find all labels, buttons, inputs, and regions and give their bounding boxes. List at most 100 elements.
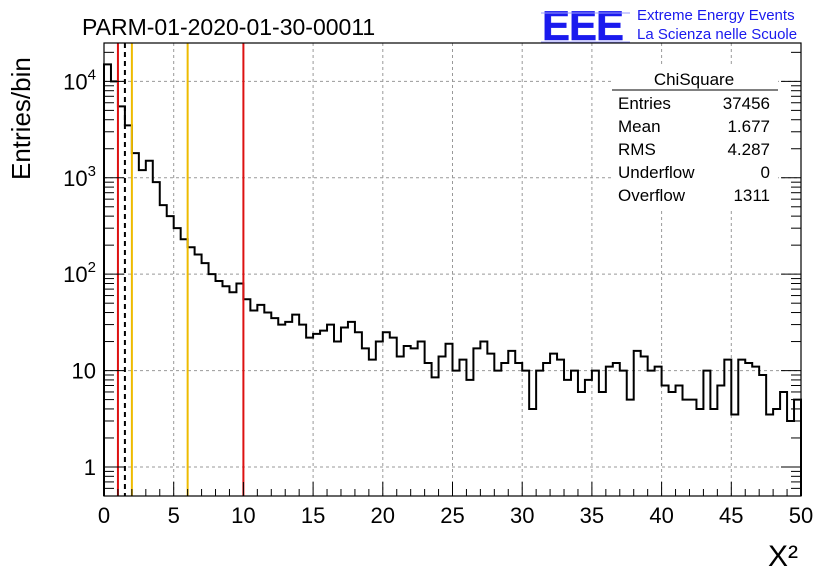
histogram-bin: [425, 363, 432, 496]
stats-row-value: 0: [761, 163, 770, 182]
histogram-bin: [543, 363, 550, 496]
histogram-bin: [717, 386, 724, 496]
histogram-bin: [515, 363, 522, 496]
x-tick-label: 25: [440, 503, 464, 528]
stats-box-title: ChiSquare: [654, 70, 734, 89]
y-tick-label: 10: [72, 359, 96, 384]
histogram-bin: [285, 322, 292, 496]
x-tick-label: 20: [371, 503, 395, 528]
histogram-bin: [766, 415, 773, 496]
stats-row-label: Entries: [618, 94, 671, 113]
histogram-bin: [501, 363, 508, 496]
histogram-bin: [648, 371, 655, 496]
histogram-bin: [383, 332, 390, 496]
y-tick-label: 103: [63, 163, 96, 191]
histogram-bin: [167, 216, 174, 496]
x-axis-title: X²: [768, 540, 798, 572]
histogram-bin: [696, 409, 703, 496]
stats-row-value: 1.677: [727, 117, 770, 136]
histogram-bin: [292, 315, 299, 496]
histogram-bin: [181, 239, 188, 496]
histogram-bin: [348, 322, 355, 496]
histogram-bin: [606, 367, 613, 496]
histogram-bin: [752, 367, 759, 496]
x-tick-label: 40: [649, 503, 673, 528]
x-tick-label: 10: [231, 503, 255, 528]
histogram-series: [103, 63, 802, 496]
eee-logo-mark: EEE: [542, 2, 623, 49]
x-tick-label: 15: [301, 503, 325, 528]
y-tick-labels: 1 10 102 103 104: [63, 66, 96, 480]
axis-ticks: [103, 51, 802, 497]
histogram-bin: [376, 342, 383, 496]
x-tick-label: 30: [510, 503, 534, 528]
stats-row-value: 4.287: [727, 140, 770, 159]
histogram-bin: [613, 363, 620, 496]
stats-row-value: 1311: [733, 186, 770, 205]
x-tick-label: 35: [580, 503, 604, 528]
histogram-bin: [132, 153, 139, 496]
histogram-bin: [676, 386, 683, 496]
histogram-bin: [578, 392, 585, 496]
histogram-bin: [557, 360, 564, 496]
histogram-bin: [536, 371, 543, 496]
histogram-bin: [689, 400, 696, 496]
histogram-bin: [731, 415, 738, 496]
histogram-bin: [118, 106, 125, 496]
histogram-bin: [369, 360, 376, 496]
x-tick-label: 0: [98, 503, 110, 528]
stats-row-label: Mean: [618, 117, 661, 136]
histogram-bin: [104, 64, 111, 496]
histogram-outline: [103, 63, 802, 496]
histogram-bin: [299, 325, 306, 496]
histogram-bin: [627, 400, 634, 496]
histogram-bin: [125, 125, 132, 496]
histogram-bin: [390, 338, 397, 496]
histogram-bin: [738, 360, 745, 496]
histogram-bin: [494, 371, 501, 496]
histogram-bin: [264, 313, 271, 496]
histogram-bin: [453, 371, 460, 496]
stats-row-label: Overflow: [618, 186, 686, 205]
histogram-bin: [599, 392, 606, 496]
histogram-bin: [745, 363, 752, 496]
histogram-bin: [585, 380, 592, 496]
stats-box: ChiSquare Entries 37456 Mean 1.677 RMS 4.287 U…: [612, 64, 778, 210]
histogram-bin: [202, 263, 209, 496]
histogram-bin: [669, 392, 676, 496]
histogram-bin: [710, 409, 717, 496]
histogram-bin: [362, 348, 369, 496]
stats-box-background: [612, 64, 778, 210]
stats-row-label: Underflow: [618, 163, 695, 182]
x-tick-label: 5: [168, 503, 180, 528]
histogram-bin: [459, 360, 466, 496]
histogram-bin: [146, 161, 153, 496]
y-tick-label: 102: [63, 259, 96, 287]
cut-markers: [116, 43, 245, 496]
histogram-bin: [522, 371, 529, 496]
histogram-bin: [411, 348, 418, 496]
histogram-bin: [355, 332, 362, 496]
histogram-bin: [571, 371, 578, 496]
histogram-bin: [683, 400, 690, 496]
histogram-bin: [139, 170, 146, 496]
histogram-bin: [418, 342, 425, 496]
histogram-bin: [236, 284, 243, 496]
histogram-bin: [341, 327, 348, 496]
run-title: PARM-01-2020-01-30-00011: [82, 14, 375, 40]
histogram-bin: [620, 371, 627, 496]
histogram-bin: [397, 356, 404, 496]
histogram-bin: [787, 421, 794, 496]
histogram-bin: [334, 342, 341, 496]
x-tick-label: 45: [719, 503, 743, 528]
histogram-bin: [160, 205, 167, 496]
histogram-bin: [222, 286, 229, 496]
histogram-bin: [773, 409, 780, 496]
histogram-bin: [313, 334, 320, 496]
x-tick-label: 50: [789, 503, 813, 528]
histogram-bin: [327, 325, 334, 496]
stats-rows: Entries 37456 Mean 1.677 RMS 4.287 Underflow 0 O…: [618, 94, 770, 205]
stats-row-value: 37456: [723, 94, 770, 113]
histogram-bin: [271, 318, 278, 496]
